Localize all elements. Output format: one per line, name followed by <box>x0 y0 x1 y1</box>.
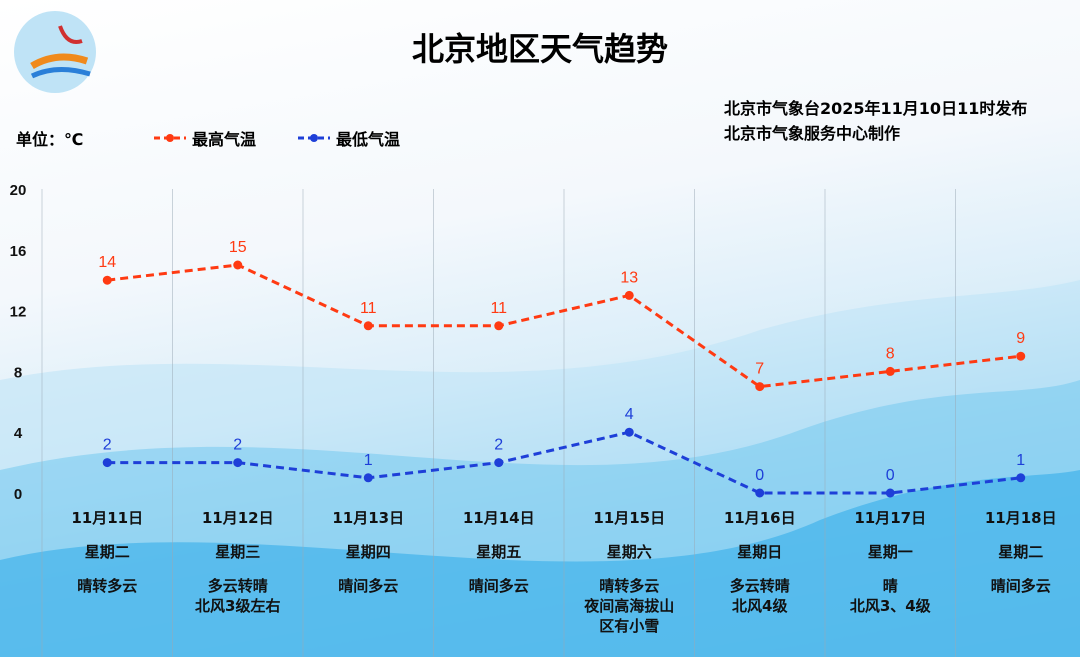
weather-text: 晴转多云 <box>77 577 138 595</box>
day-column: 11月11日 星期二晴转多云 <box>42 508 172 596</box>
low-temp-point <box>624 427 634 437</box>
unit-label: 单位：℃ <box>16 130 84 149</box>
low-temp-point <box>494 458 504 468</box>
high-temp-label: 11 <box>490 300 507 317</box>
issue-time: 北京市气象台2025年11月10日11时发布 <box>724 99 1028 118</box>
day-column: 11月17日 星期一晴北风3、4级 <box>825 508 955 616</box>
y-tick-label: 4 <box>14 425 23 442</box>
page-title: 北京地区天气趋势 <box>411 30 668 68</box>
weather-text: 晴间多云 <box>338 577 399 595</box>
date-label: 11月15日 <box>593 509 666 527</box>
weather-text: 多云转晴 <box>729 577 790 595</box>
legend-low-marker <box>298 134 330 142</box>
weather-text: 晴间多云 <box>468 577 529 595</box>
date-label: 11月16日 <box>723 509 796 527</box>
weather-text: 晴间多云 <box>990 577 1051 595</box>
low-temp-label: 2 <box>233 437 242 454</box>
legend-high: 最高气温 <box>152 126 256 150</box>
legend-low: 最低气温 <box>296 126 400 150</box>
legend-high-marker <box>154 134 186 142</box>
high-temp-label: 13 <box>620 269 638 286</box>
low-temp-point <box>102 458 112 468</box>
issuer-info: 北京市气象台2025年11月10日11时发布 北京市气象服务中心制作 <box>724 96 1027 146</box>
y-tick-label: 20 <box>10 182 27 199</box>
legend-high-label: 最高气温 <box>192 130 257 149</box>
high-temp-point <box>1016 351 1026 361</box>
low-temp-label: 0 <box>755 467 764 484</box>
high-temp-line <box>107 263 1021 389</box>
date-label: 11月12日 <box>201 509 274 527</box>
day-column: 11月12日 星期三多云转晴北风3级左右 <box>173 508 303 616</box>
low-temp-label: 0 <box>886 467 895 484</box>
date-label: 11月13日 <box>332 509 405 527</box>
low-temp-label: 2 <box>103 437 112 454</box>
high-temp-label: 7 <box>755 361 764 378</box>
weekday-label: 星期五 <box>476 543 522 561</box>
weekday-label: 星期二 <box>84 543 130 561</box>
high-temp-label: 15 <box>229 239 247 256</box>
weather-text: 北风4级 <box>732 597 788 615</box>
day-column: 11月13日 星期四晴间多云 <box>303 508 433 596</box>
low-temp-point <box>363 473 373 483</box>
producer: 北京市气象服务中心制作 <box>724 124 901 143</box>
high-temp-point <box>233 260 243 270</box>
high-temp-label: 9 <box>1016 330 1025 347</box>
high-temp-point <box>624 290 634 300</box>
date-label: 11月17日 <box>854 509 927 527</box>
high-temp-label: 8 <box>886 345 895 362</box>
high-temp-label: 11 <box>360 300 377 317</box>
weekday-label: 星期六 <box>606 543 652 561</box>
legend-low-label: 最低气温 <box>336 130 401 149</box>
low-temp-label: 4 <box>625 406 634 423</box>
weather-text: 多云转晴 <box>207 577 268 595</box>
low-temp-point <box>885 488 895 498</box>
y-tick-label: 8 <box>14 364 22 381</box>
low-temp-label: 2 <box>494 437 503 454</box>
weekday-label: 星期日 <box>737 543 783 561</box>
weather-text: 北风3、4级 <box>849 597 931 615</box>
weekday-label: 星期一 <box>867 543 913 561</box>
low-temp-point <box>1016 473 1026 483</box>
weather-text: 夜间高海拔山 <box>584 597 675 615</box>
low-temp-point <box>755 488 765 498</box>
date-label: 11月14日 <box>462 509 535 527</box>
date-label: 11月11日 <box>71 509 144 527</box>
y-tick-label: 12 <box>10 304 27 321</box>
low-temp-label: 1 <box>1016 452 1025 469</box>
low-temp-line <box>107 430 1021 495</box>
y-tick-label: 16 <box>10 243 27 260</box>
high-temp-label: 14 <box>98 254 116 271</box>
weekday-label: 星期三 <box>215 543 261 561</box>
high-temp-point <box>755 382 765 392</box>
weather-text: 晴 <box>882 577 898 595</box>
date-label: 11月18日 <box>984 509 1057 527</box>
y-tick-label: 0 <box>14 486 22 503</box>
day-column: 11月14日 星期五晴间多云 <box>434 508 564 596</box>
high-temp-point <box>885 366 895 376</box>
weather-text: 晴转多云 <box>599 577 660 595</box>
beijing-meteorological-service-logo <box>14 11 96 93</box>
high-temp-point <box>494 321 504 331</box>
high-temp-point <box>363 321 373 331</box>
high-temp-point <box>102 275 112 285</box>
day-column: 11月15日 星期六晴转多云夜间高海拔山 区有小雪 <box>564 508 694 636</box>
low-temp-point <box>233 458 243 468</box>
day-column: 11月18日 星期二晴间多云 <box>956 508 1080 596</box>
weekday-label: 星期四 <box>345 543 391 561</box>
weather-text: 北风3级左右 <box>195 597 281 615</box>
weather-text: 区有小雪 <box>599 617 660 635</box>
weekday-label: 星期二 <box>998 543 1044 561</box>
day-column: 11月16日 星期日多云转晴北风4级 <box>695 508 825 616</box>
low-temp-label: 1 <box>364 452 373 469</box>
